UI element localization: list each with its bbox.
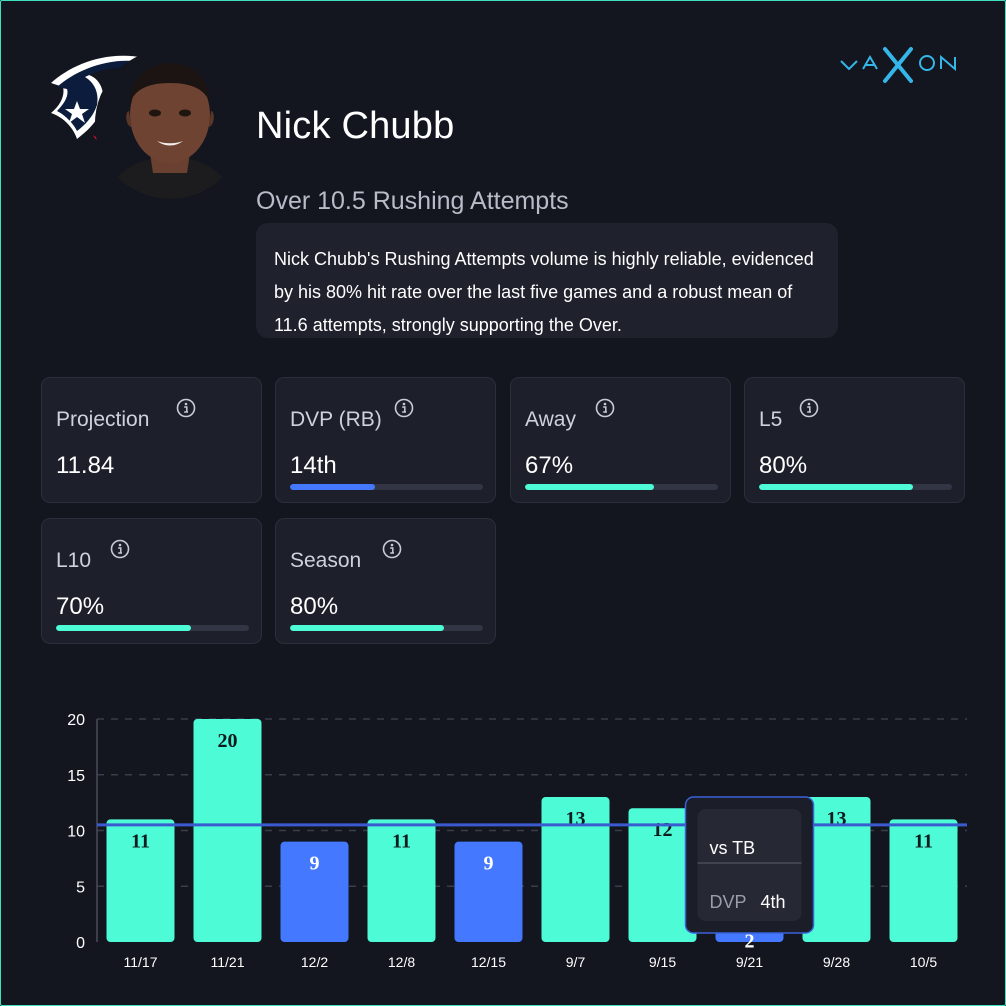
info-icon[interactable] <box>595 398 615 418</box>
chart-bar[interactable] <box>280 841 349 942</box>
x-tick-label: 11/21 <box>211 954 245 970</box>
stat-progress-track <box>56 625 249 631</box>
bar-group: 9 12/2 <box>280 841 349 970</box>
stat-value: 67% <box>525 452 574 479</box>
info-icon[interactable] <box>394 398 414 418</box>
chart-bar[interactable] <box>889 819 958 942</box>
bar-value-label: 11 <box>914 830 933 852</box>
stat-progress-fill <box>759 484 914 490</box>
tooltip-panel <box>697 809 802 921</box>
stat-label: Projection <box>56 408 150 431</box>
header-images <box>43 43 245 203</box>
bar-value-label: 20 <box>218 730 238 752</box>
chart-bar[interactable] <box>628 808 697 942</box>
stat-progress-fill <box>290 625 445 631</box>
prop-title: Over 10.5 Rushing Attempts <box>256 187 569 215</box>
tooltip-title: vs TB <box>710 838 756 858</box>
stat-value: 70% <box>56 593 105 620</box>
x-tick-label: 12/2 <box>301 954 328 970</box>
stat-card-away: Away 67% <box>510 377 731 503</box>
bar-group: 20 11/21 <box>193 719 262 970</box>
x-tick-label: 12/8 <box>388 954 415 970</box>
stat-progress-fill <box>290 484 375 490</box>
bar-value-label: 9 <box>310 853 320 875</box>
bar-value-label: 11 <box>392 830 411 852</box>
stat-progress-track <box>759 484 952 490</box>
y-tick-label: 20 <box>67 712 85 729</box>
info-icon[interactable] <box>176 398 196 418</box>
bar-group: 11 11/17 <box>106 819 175 970</box>
stat-value: 80% <box>290 593 339 620</box>
tooltip-label: DVP <box>710 892 747 912</box>
bar-group: 11 10/5 <box>889 819 958 970</box>
chart-bar[interactable] <box>193 719 262 942</box>
stat-progress-track <box>290 625 483 631</box>
info-icon[interactable] <box>382 539 402 559</box>
stat-label: Season <box>290 549 362 572</box>
bar-value-label: 13 <box>566 808 586 830</box>
chart-bar[interactable] <box>802 797 871 942</box>
x-tick-label: 9/28 <box>823 954 850 970</box>
tooltip-value: 4th <box>761 892 786 912</box>
jaxon-logo-icon <box>840 47 956 83</box>
stat-value: 14th <box>290 452 337 479</box>
x-tick-label: 9/15 <box>649 954 676 970</box>
player-avatar <box>95 49 245 199</box>
stat-card-l10: L10 70% <box>41 518 262 644</box>
stat-label: L10 <box>56 549 92 572</box>
stat-value: 80% <box>759 452 808 479</box>
stat-progress-track <box>525 484 718 490</box>
chart-bar[interactable] <box>106 819 175 942</box>
y-tick-label: 15 <box>67 768 85 785</box>
stat-label: DVP (RB) <box>290 408 382 431</box>
stat-label: Away <box>525 408 576 431</box>
player-name: Nick Chubb <box>256 105 455 147</box>
stat-progress-fill <box>525 484 655 490</box>
bar-value-label: 13 <box>827 808 847 830</box>
stat-card-season: Season 80% <box>275 518 496 644</box>
stat-card-dvp-rb: DVP (RB) 14th <box>275 377 496 503</box>
stat-card-projection: Projection 11.84 <box>41 377 262 503</box>
info-icon[interactable] <box>799 398 819 418</box>
y-tick-label: 0 <box>76 935 85 952</box>
bar-value-label: 2 <box>745 931 755 953</box>
bar-group: 13 9/7 <box>541 797 610 970</box>
bar-group: 9 12/15 <box>454 841 523 970</box>
chart-bar[interactable] <box>454 841 523 942</box>
stat-progress-fill <box>56 625 192 631</box>
x-tick-label: 11/17 <box>124 954 158 970</box>
player-headshot-icon <box>95 49 245 199</box>
info-icon[interactable] <box>110 539 130 559</box>
y-tick-label: 10 <box>67 824 85 841</box>
prop-summary: Nick Chubb's Rushing Attempts volume is … <box>256 223 838 338</box>
x-tick-label: 10/5 <box>910 954 937 970</box>
chart-bar[interactable] <box>541 797 610 942</box>
x-tick-label: 9/21 <box>736 954 763 970</box>
bar-value-label: 9 <box>484 853 494 875</box>
stat-label: L5 <box>759 408 783 431</box>
bar-tooltip: vs TB DVP 4th <box>684 796 815 934</box>
x-tick-label: 9/7 <box>566 954 586 970</box>
bar-value-label: 12 <box>653 819 673 841</box>
stat-value: 11.84 <box>56 452 115 479</box>
bar-group: 11 12/8 <box>367 819 436 970</box>
bar-value-label: 11 <box>131 830 150 852</box>
y-tick-label: 5 <box>76 879 85 896</box>
stat-progress-track <box>290 484 483 490</box>
stat-card-l5: L5 80% <box>744 377 965 503</box>
chart-bar[interactable] <box>367 819 436 942</box>
x-tick-label: 12/15 <box>471 954 506 970</box>
game-log-chart: 0 5 10 15 20 11 11/17 20 11/21 9 12/2 11 12/8 9 12/15 1… <box>67 712 967 970</box>
